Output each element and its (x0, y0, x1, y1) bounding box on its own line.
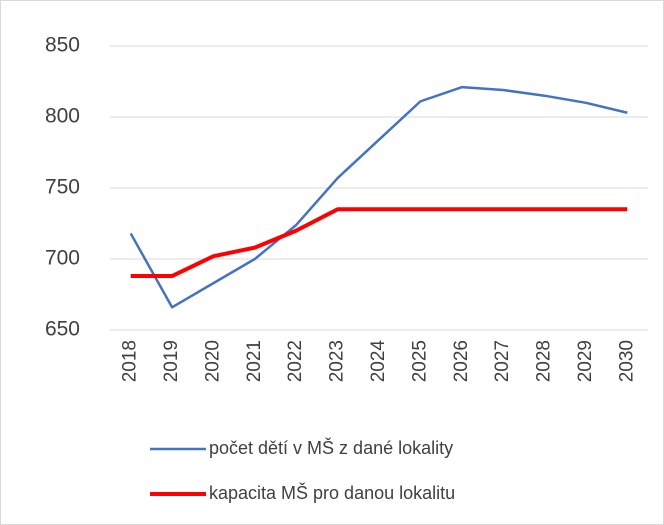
x-tick-label: 2026 (451, 340, 472, 382)
series-line (130, 207, 628, 279)
y-tick-label: 650 (45, 318, 80, 341)
x-tick-label: 2021 (244, 340, 265, 382)
legend-label: počet dětí v MŠ z dané lokality (209, 437, 453, 458)
x-tick-label: 2018 (120, 340, 141, 382)
y-tick-label: 700 (45, 247, 80, 270)
x-tick-label: 2027 (492, 340, 513, 382)
x-tick-label: 2020 (202, 340, 223, 382)
series-line (129, 85, 628, 309)
x-tick-label: 2029 (575, 340, 596, 382)
x-tick-label: 2030 (616, 340, 637, 382)
x-tick-label: 2019 (161, 340, 182, 382)
x-tick-label: 2025 (409, 340, 430, 382)
legend-label: kapacita MŠ pro danou lokalitu (209, 482, 455, 503)
y-tick-label: 800 (45, 105, 80, 128)
x-tick-label: 2028 (534, 340, 555, 382)
y-tick-label: 750 (45, 176, 80, 199)
x-tick-label: 2023 (327, 340, 348, 382)
x-tick-label: 2022 (285, 340, 306, 382)
x-tick-label: 2024 (368, 340, 389, 383)
y-tick-label: 850 (45, 34, 80, 57)
